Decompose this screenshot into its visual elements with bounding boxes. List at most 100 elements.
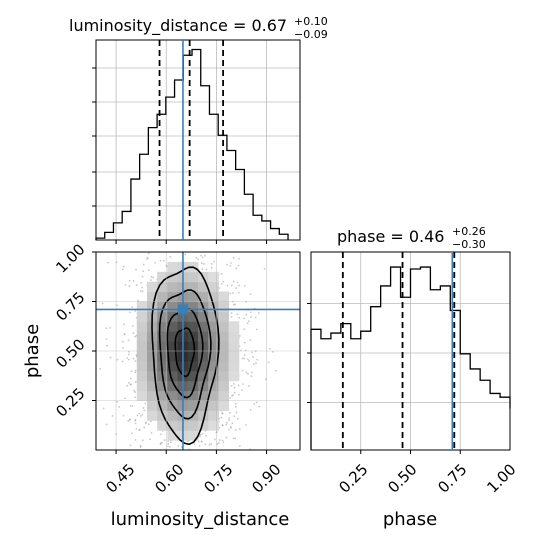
sample-point (180, 462, 182, 464)
density-cell (147, 301, 158, 312)
sample-point (167, 442, 170, 445)
sample-point (232, 303, 235, 306)
x-ticks-phase: 0.25 0.50 0.75 1.00 (335, 460, 519, 496)
sample-point (130, 488, 132, 490)
sample-point (131, 306, 134, 308)
sample-point (129, 377, 132, 380)
sample-point (233, 391, 236, 394)
sample-point (143, 426, 146, 429)
sample-point (220, 221, 222, 223)
sample-point (197, 237, 199, 239)
density-cell (187, 281, 199, 293)
density-cell (198, 370, 209, 382)
density-cell (187, 400, 199, 411)
sample-point (237, 264, 240, 267)
sample-point (123, 333, 126, 335)
sample-point (141, 275, 144, 278)
sample-point (200, 441, 203, 443)
sample-point (202, 263, 205, 265)
density-cell (228, 341, 240, 352)
sample-point (245, 424, 247, 426)
sample-point (232, 280, 235, 283)
sample-point (131, 325, 134, 327)
sample-point (243, 328, 246, 331)
density-cell (147, 410, 158, 421)
phase-title-minus: −0.30 (452, 238, 486, 251)
ld-histogram-panel (92, 39, 301, 244)
sample-point (177, 247, 179, 249)
sample-point (220, 416, 223, 419)
sample-point (101, 302, 104, 305)
density-cell (147, 380, 158, 392)
sample-point (149, 461, 151, 463)
density-cell (167, 360, 179, 372)
sample-point (167, 440, 170, 443)
sample-point (229, 292, 232, 295)
sample-point (222, 280, 225, 283)
density-cell (218, 400, 230, 411)
sample-point (200, 254, 202, 257)
sample-point (138, 412, 141, 415)
density-cell (218, 390, 230, 401)
truth-marker (177, 304, 188, 315)
sample-point (212, 463, 214, 465)
sample-point (129, 458, 131, 460)
sample-point (139, 215, 141, 217)
sample-point (193, 443, 196, 446)
x-tick-label: 0.45 (102, 460, 138, 496)
density-cell (198, 331, 209, 342)
sample-point (155, 242, 157, 244)
density-cell (208, 341, 219, 352)
sample-point (238, 335, 241, 337)
sample-point (193, 453, 195, 455)
sample-point (142, 263, 145, 266)
density-cell (198, 321, 209, 332)
density-cell (218, 301, 230, 312)
sample-point (180, 242, 182, 244)
sample-point (122, 414, 125, 417)
sample-point (116, 358, 119, 361)
sample-point (230, 384, 233, 387)
density-cell (228, 331, 240, 342)
sample-point (134, 396, 137, 399)
sample-point (134, 418, 137, 421)
sample-point (221, 424, 224, 426)
sample-point (233, 383, 235, 385)
density-cell (167, 410, 179, 421)
sample-point (225, 423, 228, 426)
sample-point (134, 369, 137, 372)
sample-point (116, 304, 118, 307)
x-tick-label: 0.50 (384, 460, 420, 496)
sample-point (218, 442, 220, 444)
sample-point (237, 384, 240, 387)
sample-point (220, 272, 223, 275)
density-cell (208, 400, 219, 411)
density-cell (218, 291, 230, 302)
density-cell (167, 420, 179, 431)
sample-point (228, 419, 230, 421)
sample-point (220, 282, 223, 285)
sample-point (135, 268, 137, 271)
sample-point (243, 285, 246, 287)
sample-point (256, 358, 259, 361)
sample-point (199, 433, 202, 436)
phase-title-plus: +0.26 (452, 225, 486, 238)
sample-point (210, 262, 213, 265)
sample-point (129, 404, 132, 407)
sample-point (238, 316, 240, 319)
sample-point (169, 230, 171, 232)
sample-point (141, 286, 144, 289)
density-cell (187, 370, 199, 382)
density-cell (136, 321, 148, 332)
sample-point (249, 311, 252, 314)
sample-point (129, 311, 131, 314)
density-cell (157, 331, 168, 342)
sample-point (203, 254, 206, 257)
sample-point (268, 347, 271, 350)
sample-point (235, 267, 238, 270)
sample-point (263, 268, 266, 270)
sample-point (210, 220, 212, 222)
density-cell (208, 370, 219, 382)
sample-point (238, 393, 240, 396)
y-tick-label: 1.00 (52, 240, 88, 276)
